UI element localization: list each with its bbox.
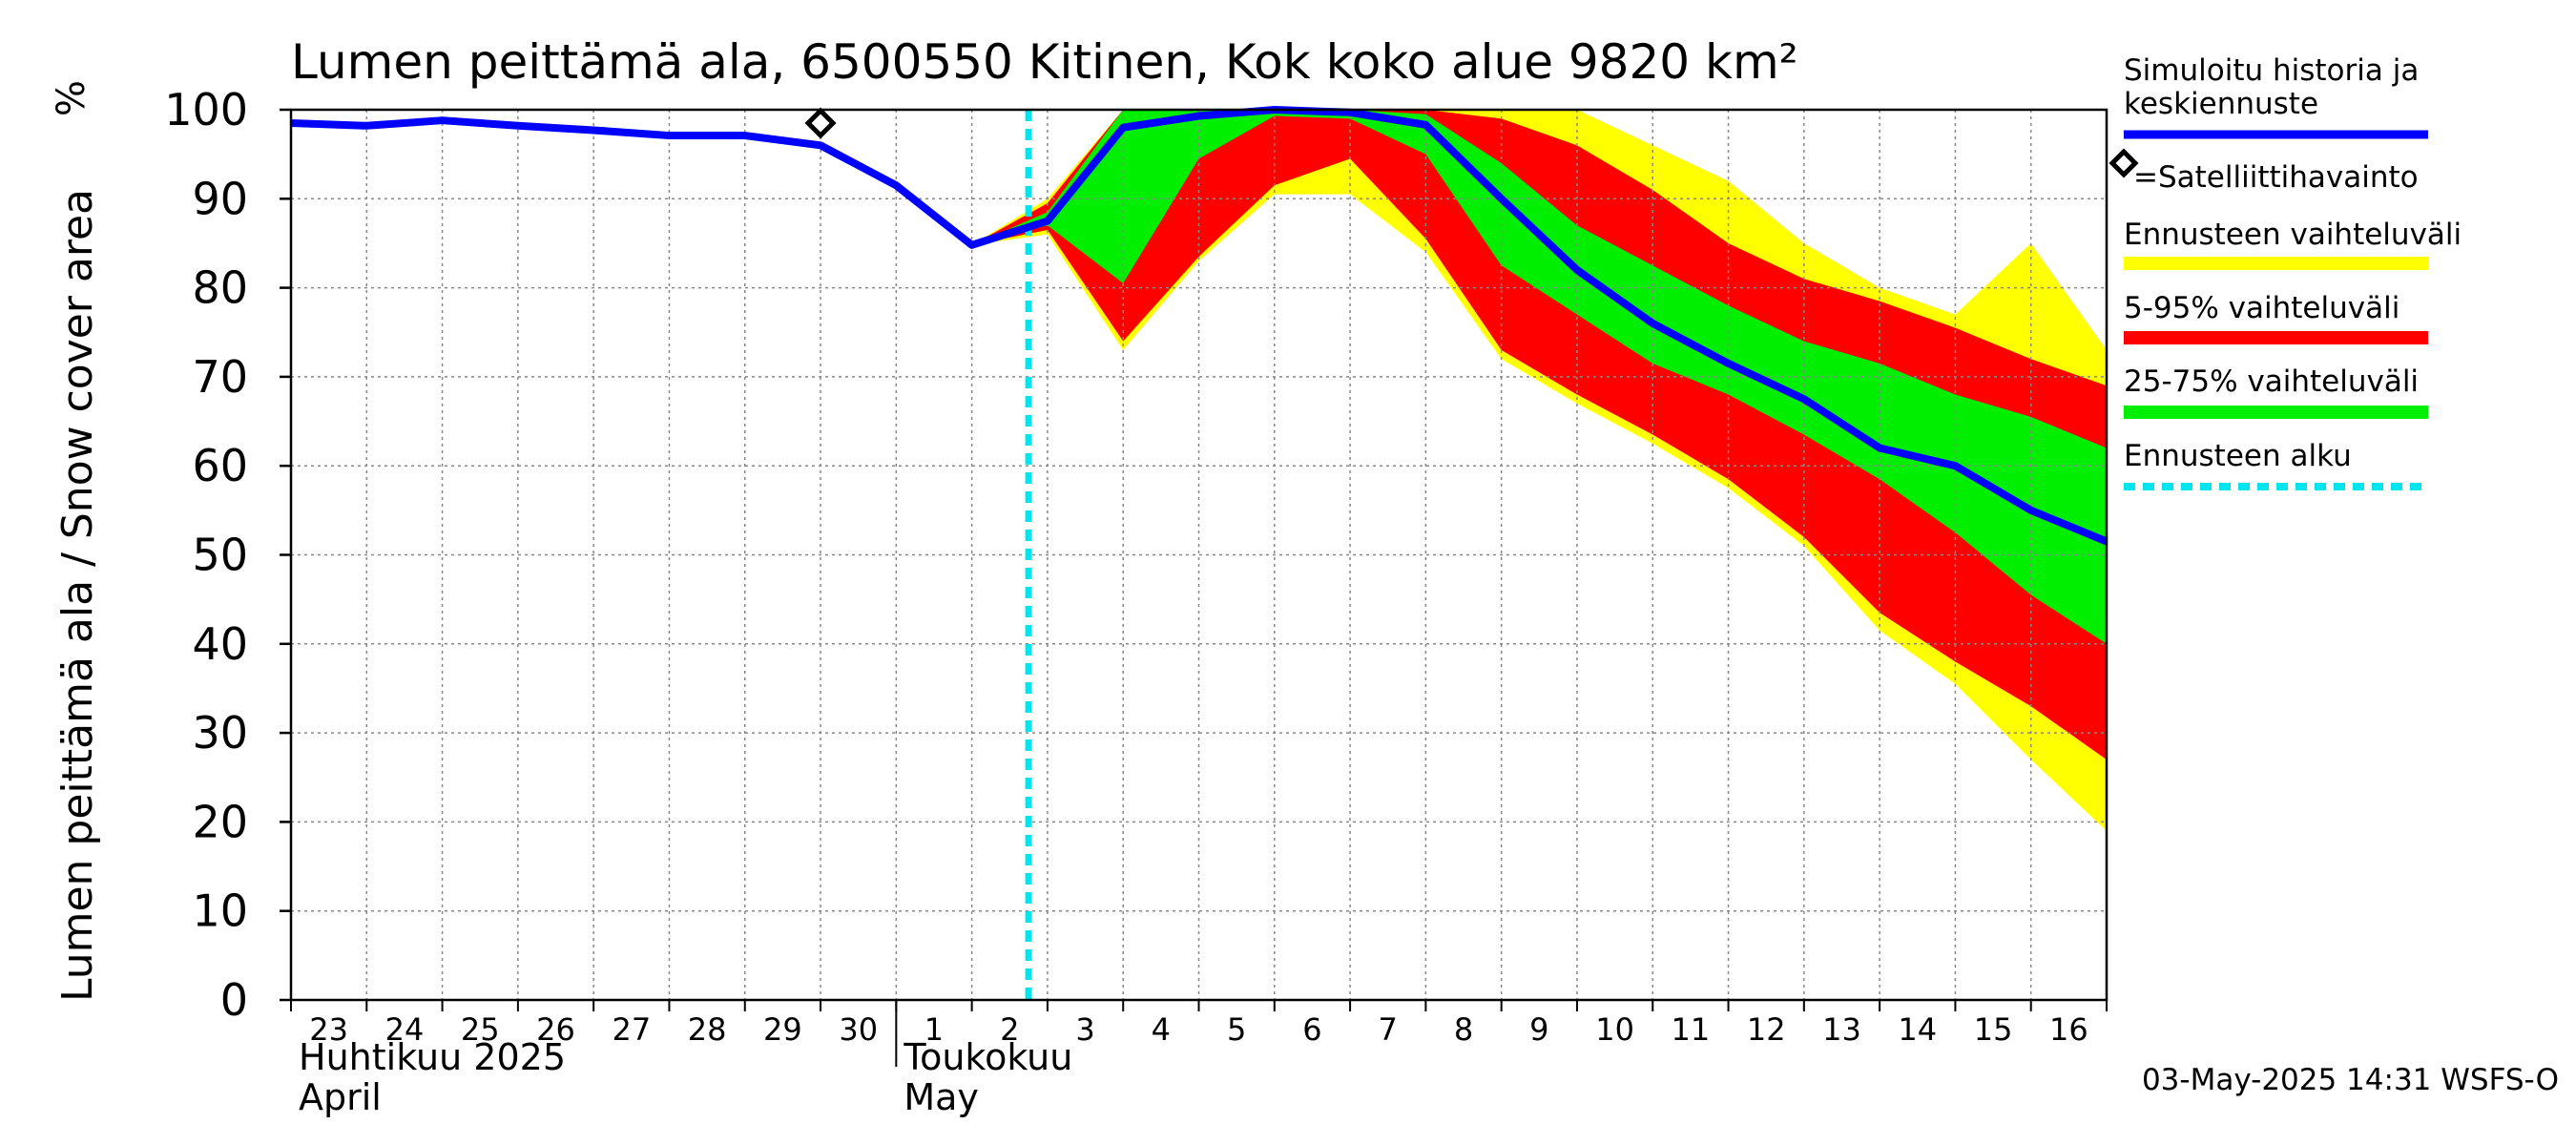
y-tick-label: 0 [220,974,248,1026]
legend-label-satellite: =Satelliittihavainto [2133,160,2419,195]
y-tick-label: 30 [192,707,248,759]
x-tick-label: 25 [461,1011,500,1048]
y-tick-labels: 0 10 20 30 40 50 60 70 80 90 100 [164,84,248,1026]
x-tick-label: 12 [1747,1011,1786,1048]
x-tick-label: 9 [1529,1011,1548,1048]
legend-label-total: Ennusteen vaihteluväli [2124,218,2462,252]
x-tick-label: 23 [309,1011,348,1048]
y-tick-label: 40 [192,618,248,670]
legend-label-history: Simuloitu historia ja keskiennuste [2124,53,2419,121]
x-tick-label: 4 [1152,1011,1171,1048]
y-axis-label: Lumen peittämä ala / Snow cover area [53,189,102,1002]
x-tick-label: 8 [1454,1011,1473,1048]
x-tick-label: 3 [1075,1011,1094,1048]
month-label-fi: Huhtikuu 2025 [299,1036,566,1078]
x-tick-label: 6 [1302,1011,1321,1048]
x-tick-label: 7 [1379,1011,1398,1048]
y-tick-label: 100 [164,84,248,135]
x-tick-label: 16 [2049,1011,2088,1048]
y-unit-label: % [50,80,93,116]
month-label-en: May [904,1076,979,1118]
legend-swatch-satellite [2109,148,2139,178]
axes [280,108,2109,1067]
legend-label-25-75: 25-75% vaihteluväli [2124,364,2419,399]
x-tick-label: 24 [385,1011,425,1048]
y-tick-label: 50 [192,530,248,581]
x-tick-label: 1 [924,1011,944,1048]
y-tick-label: 80 [192,262,248,314]
history-median-line [290,106,2109,546]
x-tick-labels: 23 24 25 26 27 28 29 30 1 2 3 4 5 6 7 8 9 10 11 12 13 14 15 16 [309,1011,2088,1048]
x-tick-label: 13 [1822,1011,1861,1048]
y-tick-label: 90 [192,173,248,224]
x-tick-label: 15 [1974,1011,2013,1048]
month-label-fi: Toukokuu [903,1036,1072,1078]
x-tick-label: 29 [763,1011,802,1048]
chart-title: Lumen peittämä ala, 6500550 Kitinen, Kok… [291,34,1798,90]
satellite-observation-marker [804,107,837,139]
y-tick-label: 10 [192,885,248,937]
legend: Simuloitu historia ja keskiennuste =Satell… [2109,53,2462,490]
range-band-25-75 [971,110,2107,644]
x-tick-label: 28 [688,1011,727,1048]
y-tick-label: 70 [192,351,248,403]
series-lines [290,106,2109,1000]
x-tick-label: 30 [839,1011,878,1048]
legend-label-forecast-start: Ennusteen alku [2124,439,2352,473]
timestamp: 03-May-2025 14:31 WSFS-O [2142,1063,2559,1097]
x-tick-label: 14 [1898,1011,1937,1048]
legend-label-5-95: 5-95% vaihteluväli [2124,291,2399,325]
x-tick-label: 2 [1000,1011,1019,1048]
x-tick-label: 10 [1595,1011,1634,1048]
month-label-en: April [299,1076,382,1118]
y-tick-label: 60 [192,440,248,491]
x-tick-label: 27 [612,1011,651,1048]
x-tick-label: 26 [536,1011,575,1048]
x-tick-label: 11 [1672,1011,1711,1048]
y-tick-label: 20 [192,796,248,847]
x-tick-label: 5 [1227,1011,1246,1048]
